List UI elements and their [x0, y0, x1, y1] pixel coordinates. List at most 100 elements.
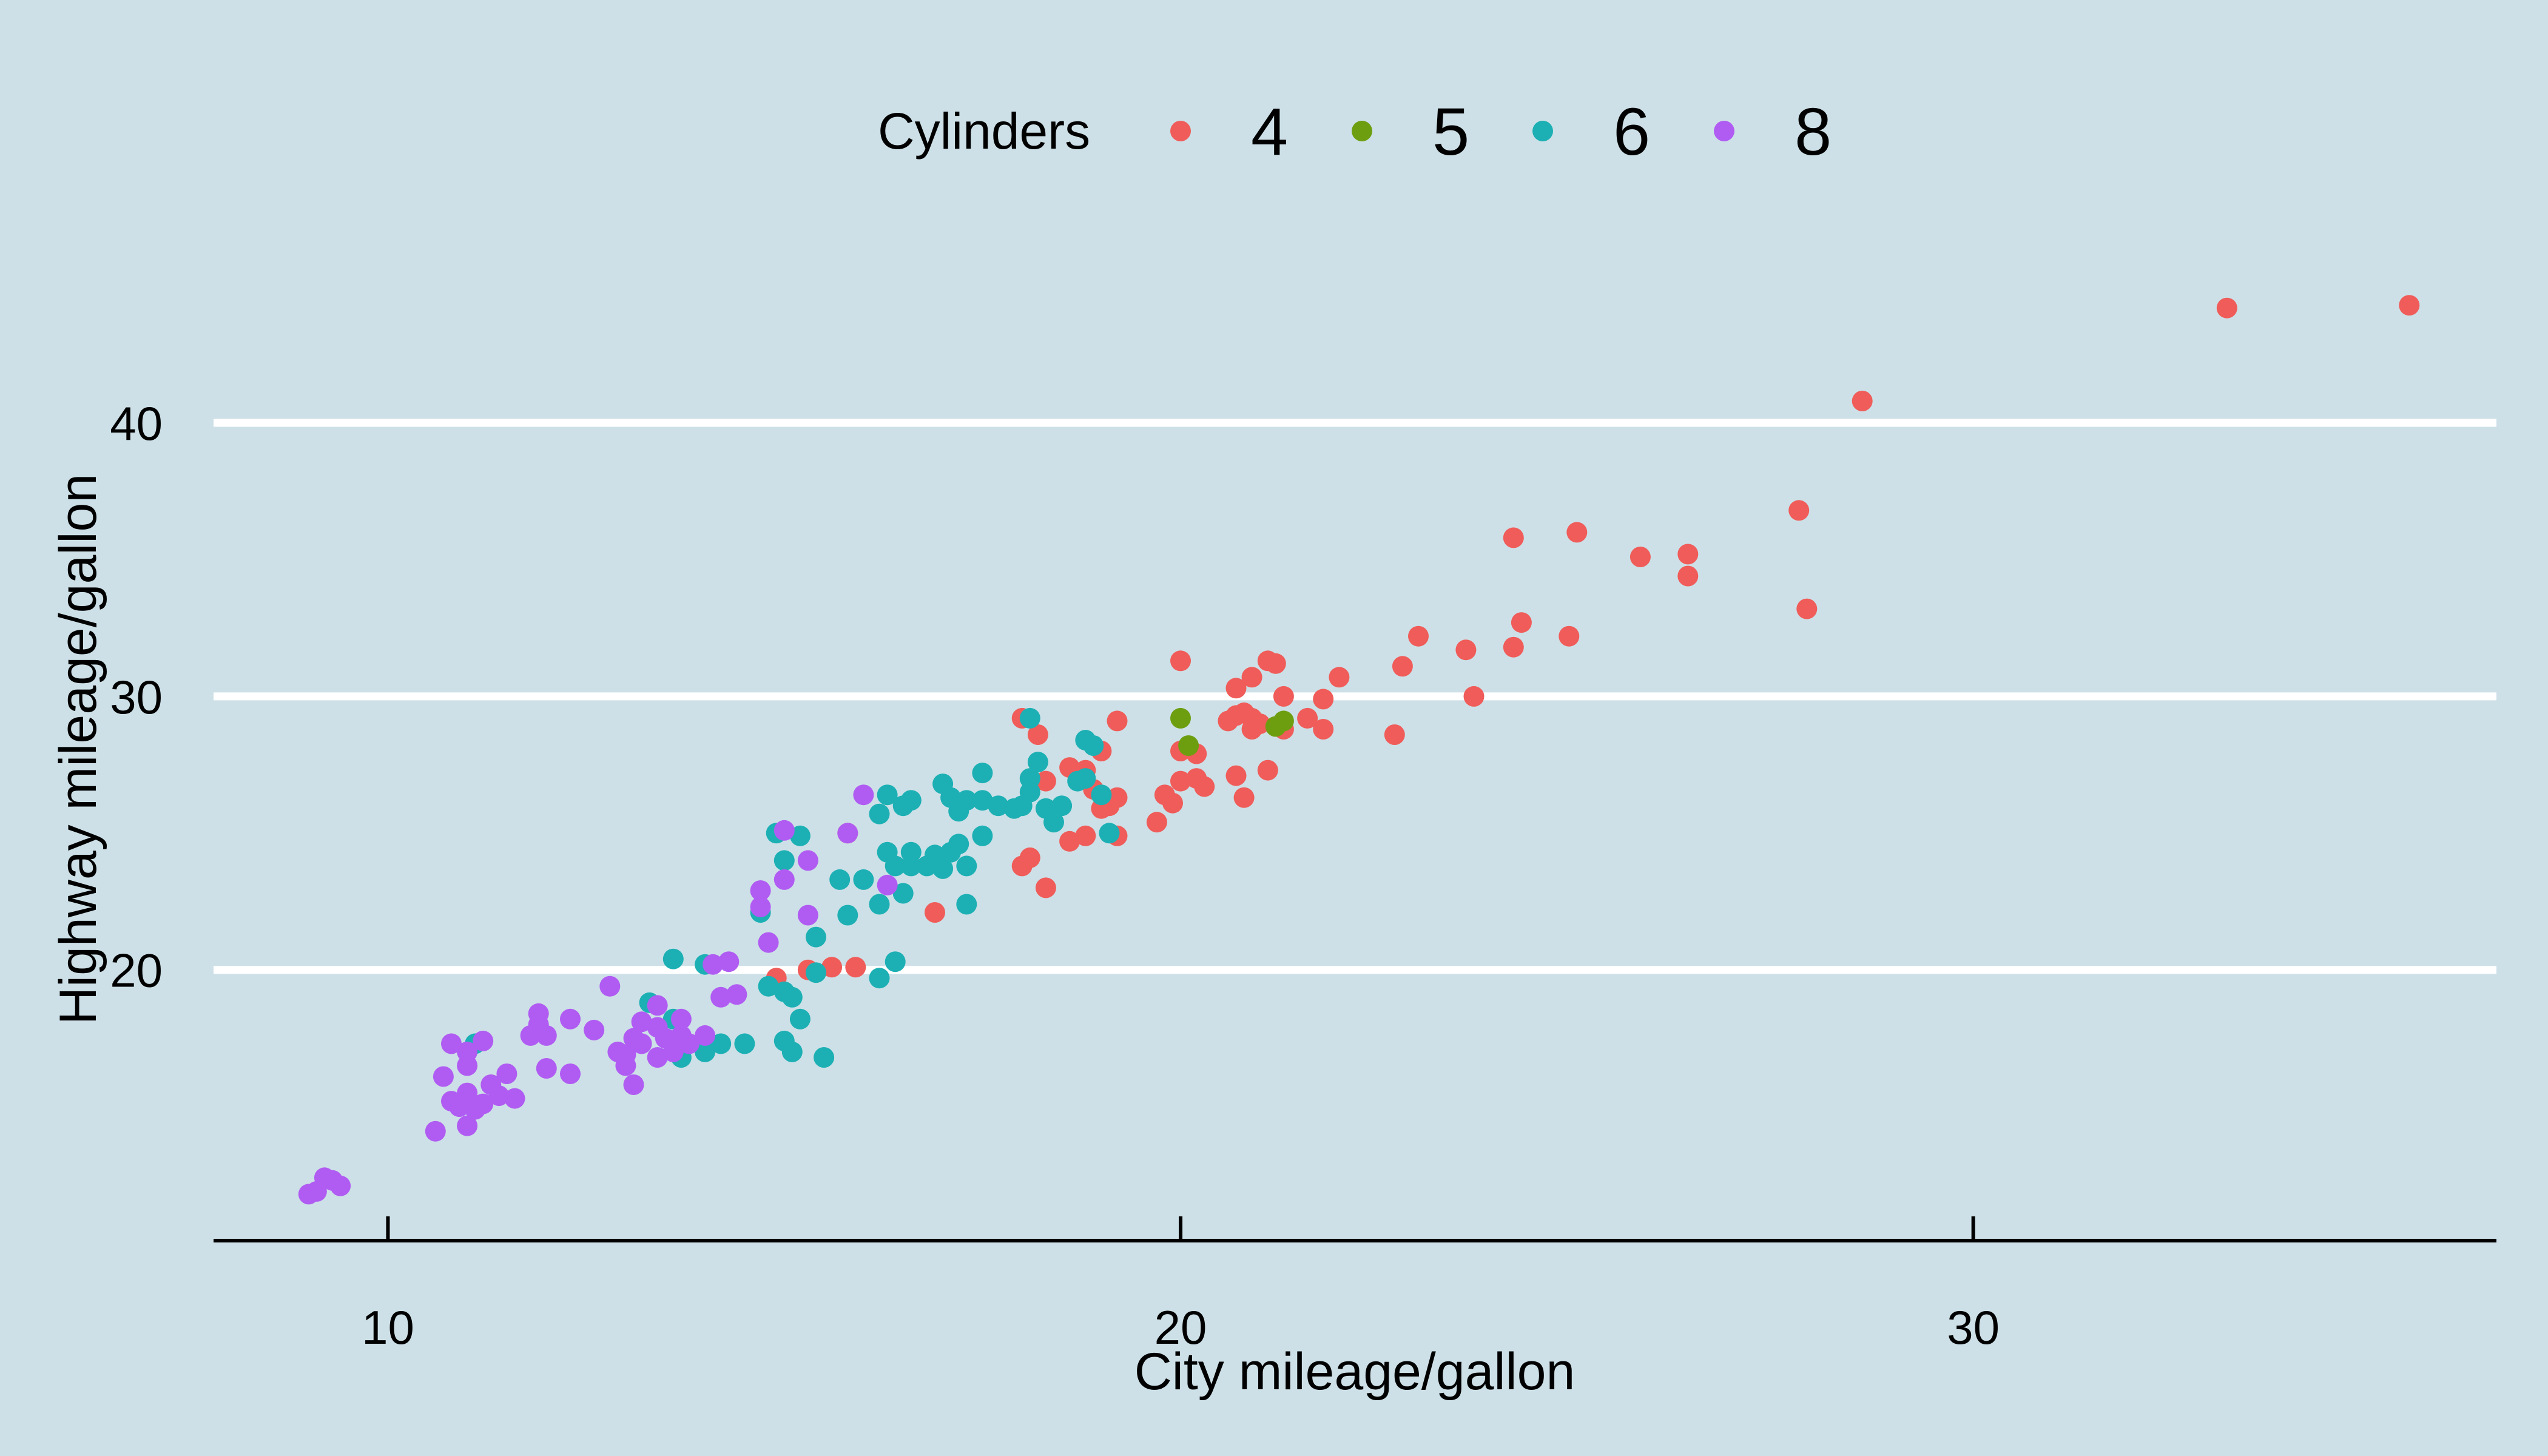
y-tick-label-30: 30	[110, 670, 163, 724]
point-cyl-6-0	[1019, 707, 1040, 729]
point-cyl-4-55	[1146, 812, 1167, 833]
point-cyl-4-16	[1392, 656, 1413, 677]
legend-key-8	[1714, 121, 1734, 141]
point-cyl-6-28	[940, 841, 962, 863]
point-cyl-8-54	[774, 820, 795, 841]
legend-title: Cylinders	[878, 103, 1090, 160]
x-tick-label-30: 30	[1947, 1301, 2000, 1354]
point-cyl-8-49	[750, 880, 771, 901]
point-cyl-4-66	[845, 957, 866, 978]
point-cyl-8-53	[797, 850, 818, 871]
point-cyl-8-41	[615, 1044, 636, 1065]
point-cyl-4-11	[1503, 636, 1524, 658]
point-cyl-4-1	[2399, 295, 2420, 316]
point-cyl-8-3	[322, 1170, 343, 1191]
point-cyl-8-11	[480, 1074, 502, 1095]
point-cyl-8-40	[599, 976, 621, 997]
point-cyl-6-64	[734, 1033, 755, 1054]
point-cyl-6-22	[1099, 823, 1120, 844]
legend-label-6: 6	[1613, 95, 1650, 169]
point-cyl-4-56	[1059, 831, 1080, 852]
point-cyl-8-55	[837, 823, 858, 844]
point-cyl-4-2	[1852, 391, 1873, 411]
point-cyl-4-26	[1225, 678, 1247, 699]
legend-label-5: 5	[1432, 95, 1469, 169]
point-cyl-8-18	[441, 1033, 462, 1054]
point-cyl-8-25	[560, 1008, 581, 1030]
point-cyl-6-13	[972, 790, 993, 811]
point-cyl-6-51	[806, 962, 826, 983]
legend-label-8: 8	[1795, 95, 1832, 169]
point-cyl-6-14	[988, 795, 1009, 817]
point-cyl-6-35	[956, 855, 977, 877]
point-cyl-6-25	[948, 801, 969, 822]
point-cyl-6-18	[1051, 795, 1073, 817]
point-cyl-6-21	[1091, 784, 1112, 806]
point-cyl-6-19	[1043, 812, 1064, 833]
point-cyl-6-34	[932, 858, 954, 879]
point-cyl-6-56	[814, 1047, 835, 1068]
point-cyl-6-4	[972, 763, 993, 784]
point-cyl-4-51	[1107, 787, 1128, 808]
point-cyl-8-26	[584, 1019, 605, 1040]
point-cyl-8-6	[457, 1115, 478, 1136]
point-cyl-8-34	[647, 1047, 668, 1068]
point-cyl-4-25	[1241, 667, 1262, 688]
point-cyl-8-47	[718, 951, 740, 972]
point-cyl-4-24	[1265, 653, 1286, 674]
point-cyl-8-43	[695, 1025, 716, 1046]
point-cyl-4-45	[1162, 792, 1183, 814]
point-cyl-6-49	[885, 951, 906, 972]
point-cyl-6-24	[869, 803, 890, 824]
point-cyl-5-0	[1170, 707, 1191, 729]
series-cyl-8	[298, 784, 898, 1205]
point-cyl-8-58	[758, 932, 779, 953]
point-cyl-8-52	[797, 905, 818, 926]
point-cyl-4-20	[1313, 719, 1334, 740]
point-cyl-6-3	[1027, 752, 1048, 773]
point-cyl-4-59	[1035, 770, 1056, 792]
point-cyl-4-37	[1233, 787, 1255, 808]
point-cyl-4-8	[1566, 522, 1588, 543]
point-cyl-4-13	[1455, 639, 1477, 661]
point-cyl-6-41	[789, 825, 811, 846]
point-cyl-6-59	[662, 948, 684, 969]
point-cyl-8-15	[496, 1063, 517, 1084]
point-cyl-6-9	[877, 784, 898, 806]
point-cyl-4-33	[1225, 705, 1247, 726]
point-cyl-4-4	[1796, 598, 1818, 619]
point-cyl-4-65	[821, 957, 843, 978]
point-cyl-6-50	[869, 968, 890, 989]
point-cyl-8-4	[298, 1184, 319, 1205]
point-cyl-6-43	[869, 894, 890, 915]
point-cyl-4-7	[1630, 547, 1651, 567]
point-cyl-4-9	[1503, 527, 1524, 548]
point-cyl-8-42	[623, 1074, 644, 1095]
data-points	[298, 295, 2420, 1205]
point-cyl-6-40	[774, 850, 795, 871]
point-cyl-6-20	[1019, 781, 1040, 803]
point-cyl-4-14	[1463, 686, 1485, 707]
y-tick-label-20: 20	[110, 944, 163, 997]
y-tick-label-40: 40	[110, 397, 163, 450]
point-cyl-4-34	[1241, 719, 1262, 740]
point-cyl-8-23	[528, 1003, 549, 1024]
point-cyl-6-26	[972, 825, 993, 846]
legend: Cylinders 4 5 6 8	[878, 95, 1832, 169]
point-cyl-4-36	[1225, 765, 1247, 786]
point-cyl-4-0	[2216, 297, 2237, 318]
point-cyl-8-14	[465, 1099, 486, 1120]
point-cyl-6-31	[900, 855, 922, 877]
point-cyl-4-44	[1107, 710, 1128, 732]
x-axis-title: City mileage/gallon	[1134, 1343, 1576, 1401]
point-cyl-6-53	[781, 986, 803, 1008]
point-cyl-4-17	[1384, 724, 1405, 745]
point-cyl-4-22	[1273, 686, 1294, 707]
point-cyl-4-27	[1170, 650, 1191, 672]
point-cyl-4-5	[1677, 544, 1699, 565]
point-cyl-6-44	[837, 905, 858, 926]
axes: 20 30 40 10 20 30	[110, 397, 2496, 1354]
point-cyl-6-38	[853, 869, 874, 890]
point-cyl-8-59	[457, 1041, 478, 1062]
legend-key-6	[1532, 121, 1553, 141]
